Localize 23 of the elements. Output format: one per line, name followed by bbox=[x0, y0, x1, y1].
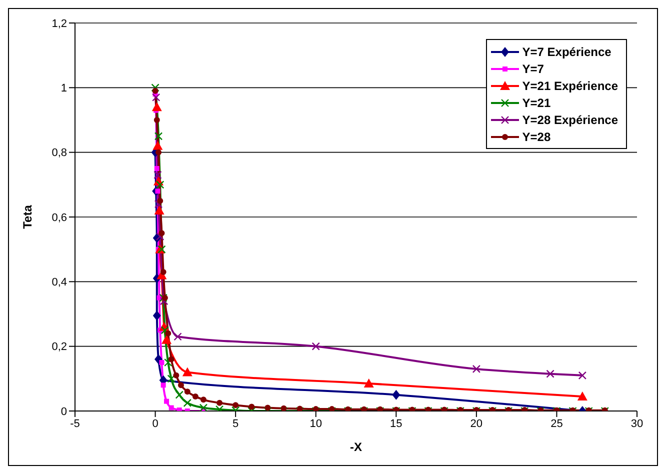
y-tick-label: 0,4 bbox=[52, 276, 67, 289]
legend-label: Y=28 bbox=[522, 130, 551, 144]
x-axis-title: -X bbox=[350, 440, 362, 454]
y-tick-label: 0,2 bbox=[52, 341, 67, 354]
legend-label: Y=21 bbox=[522, 96, 551, 110]
x-tick-label: -5 bbox=[70, 418, 80, 430]
y-tick-label: 0,6 bbox=[52, 212, 67, 224]
y-tick-label: 1 bbox=[60, 82, 67, 95]
y-tick-label: 0 bbox=[60, 406, 67, 418]
x-tick-label: 5 bbox=[232, 418, 239, 430]
y-tick-label: 1,2 bbox=[52, 18, 67, 30]
x-tick-label: 30 bbox=[630, 418, 644, 430]
legend-label: Y=7 Expérience bbox=[522, 44, 612, 58]
x-tick-label: 20 bbox=[470, 418, 483, 430]
x-tick-label: 25 bbox=[550, 418, 563, 430]
legend-label: Y=21 Expérience bbox=[522, 78, 618, 92]
legend-label: Y=7 bbox=[522, 62, 544, 76]
y-axis-title: Teta bbox=[20, 204, 34, 229]
x-tick-label: 15 bbox=[390, 418, 402, 430]
legend-label: Y=28 Expérience bbox=[522, 112, 618, 126]
y-tick-label: 0,8 bbox=[52, 147, 67, 160]
x-tick-label: 10 bbox=[310, 418, 322, 430]
x-tick-label: 0 bbox=[152, 418, 158, 430]
